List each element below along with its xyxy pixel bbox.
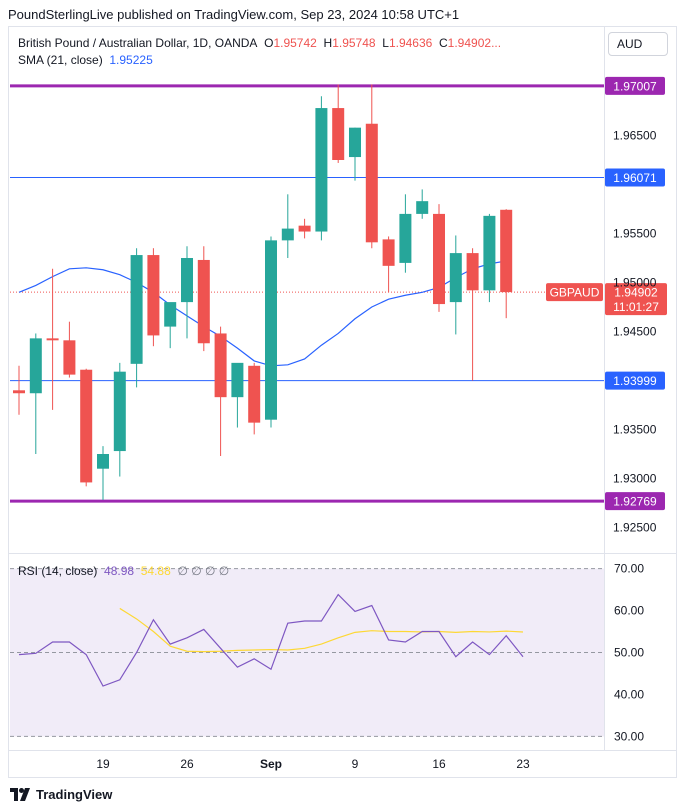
tradingview-brand: TradingView: [36, 787, 113, 802]
open-label: O: [264, 36, 274, 50]
rsi-value: 48.98: [104, 564, 135, 578]
legend-more: ...: [491, 36, 502, 50]
main-legend: British Pound / Australian Dollar, 1D, O…: [18, 35, 501, 69]
high-label: H: [323, 36, 333, 50]
tradingview-logo[interactable]: TradingView: [10, 787, 112, 802]
low-value: 1.94636: [388, 36, 433, 50]
sma-row: SMA (21, close) 1.95225: [18, 52, 501, 69]
high-value: 1.95748: [332, 36, 376, 50]
low-label: L: [382, 36, 389, 50]
currency-button[interactable]: AUD: [608, 32, 668, 56]
rsi-label[interactable]: RSI (14, close): [18, 564, 98, 578]
close-value: 1.94902: [447, 36, 492, 50]
sma-value: 1.95225: [109, 53, 153, 67]
rsi-legend: RSI (14, close) 48.98 54.88 ∅ ∅ ∅ ∅: [18, 564, 229, 578]
chart-frame: [8, 26, 677, 778]
rsi-na-values: ∅ ∅ ∅ ∅: [177, 564, 230, 578]
open-value: 1.95742: [273, 36, 317, 50]
ohlc-row: British Pound / Australian Dollar, 1D, O…: [18, 35, 501, 52]
rsi-ma-value: 54.88: [140, 564, 171, 578]
publisher-line: PoundSterlingLive published on TradingVi…: [8, 7, 460, 22]
sma-label[interactable]: SMA (21, close): [18, 53, 103, 67]
symbol-label[interactable]: British Pound / Australian Dollar, 1D, O…: [18, 36, 258, 50]
close-label: C: [439, 36, 448, 50]
tradingview-logo-icon: [10, 788, 30, 801]
